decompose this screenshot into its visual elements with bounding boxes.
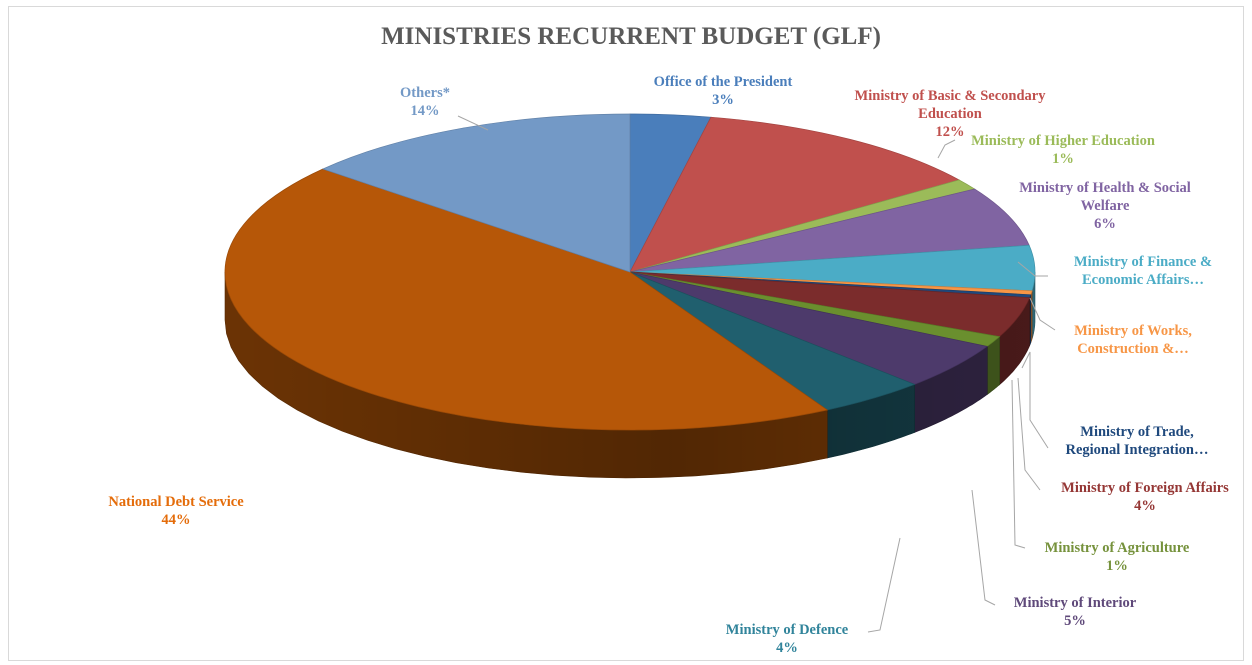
data-label-text: Ministry of Agriculture <box>1045 540 1190 556</box>
data-label-text: Construction &… <box>1077 341 1189 357</box>
data-label-percent: 14% <box>411 103 440 119</box>
data-label-text: Regional Integration… <box>1066 442 1209 458</box>
data-label-9: Ministry of Interior 5% <box>1014 595 1137 629</box>
pie-rim-shade <box>225 272 1035 478</box>
data-label-text: Ministry of Defence <box>726 622 849 638</box>
data-label-text: Ministry of Basic & Secondary <box>855 88 1047 104</box>
data-label-text: Ministry of Interior <box>1014 595 1137 611</box>
data-label-6: Ministry of Trade, Regional Integration… <box>1066 424 1209 458</box>
pie-slice-3 <box>629 188 1030 273</box>
data-label-text: Welfare <box>1081 198 1130 214</box>
data-label-2: Ministry of Higher Education 1% <box>971 133 1155 167</box>
data-label-percent: 1% <box>1052 151 1074 167</box>
data-labels: Office of the President 3% Ministry of Bas… <box>108 74 1229 656</box>
data-label-4: Ministry of Finance & Economic Affairs… <box>1074 254 1212 288</box>
leader-line-12 <box>457 115 489 131</box>
data-label-text: Education <box>918 106 982 122</box>
data-label-text: Ministry of Works, <box>1074 323 1192 339</box>
pie-sides <box>224 271 1036 479</box>
data-label-text: Ministry of Health & Social <box>1019 180 1191 196</box>
data-label-text: Office of the President <box>654 74 793 90</box>
leader-line-5 <box>1029 297 1056 331</box>
leader-line-6 <box>1021 351 1049 449</box>
data-label-percent: 5% <box>1064 613 1086 629</box>
data-label-text: Ministry of Higher Education <box>971 133 1155 149</box>
leader-line-9 <box>971 489 996 606</box>
leader-line-7 <box>1017 377 1041 491</box>
pie-slice-12 <box>321 113 631 273</box>
data-label-text: National Debt Service <box>108 494 244 510</box>
data-label-percent: 3% <box>712 92 734 108</box>
data-label-11: National Debt Service 44% <box>108 494 244 528</box>
leader-lines <box>457 115 1056 633</box>
pie-slice-11 <box>224 168 829 431</box>
data-label-percent: 4% <box>776 640 798 656</box>
pie-slice-1 <box>629 116 961 273</box>
data-label-8: Ministry of Agriculture 1% <box>1045 540 1190 574</box>
data-label-12: Others* 14% <box>400 85 450 119</box>
leader-line-10 <box>867 537 901 633</box>
data-label-3: Ministry of Health & Social Welfare 6% <box>1019 180 1191 232</box>
data-label-7: Ministry of Foreign Affairs 4% <box>1061 480 1229 514</box>
leader-line-4 <box>1017 261 1048 277</box>
data-label-5: Ministry of Works, Construction &… <box>1074 323 1192 357</box>
data-label-text: Others* <box>400 85 450 101</box>
leader-line-8 <box>1011 379 1026 549</box>
data-label-1: Ministry of Basic & Secondary Education 12… <box>855 88 1047 140</box>
chart-title: MINISTRIES RECURRENT BUDGET (GLF) <box>381 23 881 50</box>
data-label-text: Economic Affairs… <box>1082 272 1204 288</box>
data-label-text: Ministry of Trade, <box>1080 424 1194 440</box>
data-label-text: Ministry of Finance & <box>1074 254 1212 270</box>
data-label-percent: 4% <box>1134 498 1156 514</box>
data-label-percent: 12% <box>936 124 965 140</box>
data-label-text: Ministry of Foreign Affairs <box>1061 480 1229 496</box>
pie-top <box>224 113 1036 431</box>
data-label-percent: 6% <box>1094 216 1116 232</box>
data-label-10: Ministry of Defence 4% <box>726 622 849 656</box>
data-label-percent: 44% <box>162 512 191 528</box>
data-label-percent: 1% <box>1106 558 1128 574</box>
data-label-0: Office of the President 3% <box>654 74 793 108</box>
leader-line-2 <box>937 139 956 159</box>
